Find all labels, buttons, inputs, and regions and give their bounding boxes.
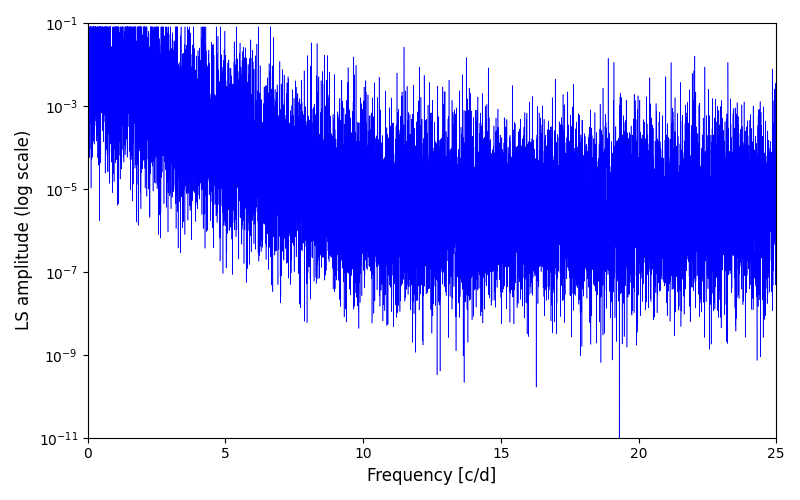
Y-axis label: LS amplitude (log scale): LS amplitude (log scale) (15, 130, 33, 330)
X-axis label: Frequency [c/d]: Frequency [c/d] (367, 467, 497, 485)
